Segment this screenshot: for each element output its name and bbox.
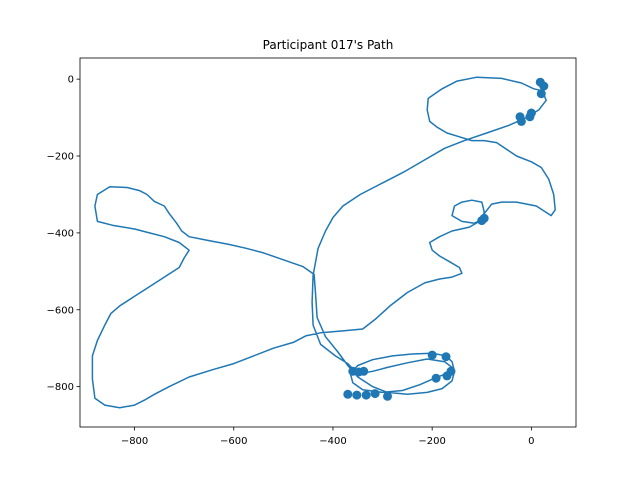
stop-marker — [536, 89, 546, 99]
chart-title: Participant 017's Path — [263, 38, 394, 52]
y-tick-label: 0 — [68, 75, 74, 86]
stop-marker — [343, 389, 353, 399]
y-axis: 0 −200 −400 −600 −800 — [47, 75, 80, 393]
path-series-line — [91, 76, 556, 409]
plot-area — [91, 76, 556, 409]
stop-marker — [352, 390, 362, 400]
y-tick-label: −800 — [47, 382, 74, 393]
axes-frame — [79, 57, 577, 428]
stop-marker — [383, 391, 392, 401]
x-tick-label: 0 — [528, 436, 534, 447]
stop-marker — [427, 350, 437, 360]
stop-marker — [431, 373, 441, 383]
stop-marker — [526, 108, 536, 118]
y-tick-label: −600 — [47, 305, 74, 316]
x-tick-label: −800 — [121, 436, 148, 447]
stop-marker — [370, 389, 380, 399]
x-tick-label: −600 — [220, 436, 247, 447]
stop-marker — [361, 390, 371, 400]
marker-layer — [343, 77, 549, 401]
stop-marker — [516, 116, 526, 126]
stop-marker — [441, 352, 451, 362]
x-axis: −800 −600 −400 −200 0 — [121, 427, 535, 447]
x-tick-label: −400 — [319, 436, 346, 447]
stop-marker — [535, 77, 545, 87]
y-tick-label: −400 — [47, 228, 74, 239]
stop-marker — [359, 366, 369, 376]
stop-marker — [477, 216, 487, 226]
stop-marker — [442, 371, 452, 381]
x-tick-label: −200 — [418, 436, 445, 447]
y-tick-label: −200 — [47, 152, 74, 163]
